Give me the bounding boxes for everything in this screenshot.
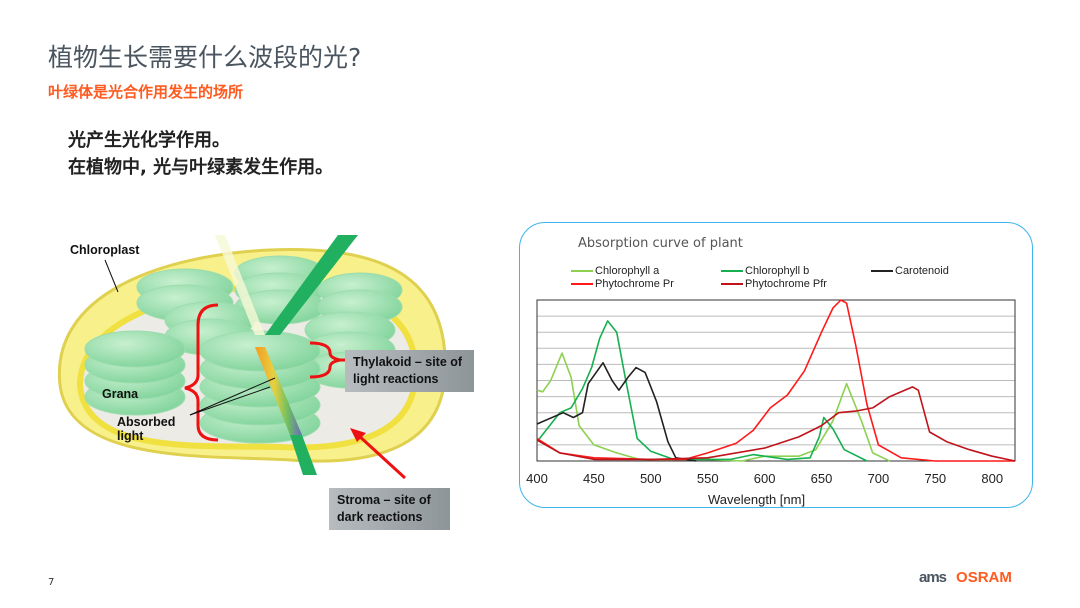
page-number: 7	[48, 577, 55, 588]
slide-title: 植物生长需要什么波段的光?	[48, 43, 362, 72]
x-tick-label: 650	[811, 471, 833, 486]
thylakoid-label: Thylakoid – site of light reactions	[345, 350, 474, 392]
legend-chlorophyll-b: Chlorophyll b	[721, 265, 809, 277]
plot-area	[536, 299, 1016, 462]
series-line-phytochrome-pfr	[536, 386, 1016, 462]
legend-label: Phytochrome Pfr	[745, 278, 827, 290]
x-tick-label: 500	[640, 471, 662, 486]
grana-bracket	[184, 303, 219, 442]
legend-label: Carotenoid	[895, 265, 949, 277]
legend-chlorophyll-a: Chlorophyll a	[571, 265, 659, 277]
ams-osram-logo: ams OSRAM	[919, 569, 1012, 586]
x-tick-label: 450	[583, 471, 605, 486]
stroma-label: Stroma – site of dark reactions	[329, 488, 450, 530]
logo-ams: ams	[919, 569, 947, 586]
logo-osram: OSRAM	[956, 569, 1012, 586]
x-tick-label: 700	[868, 471, 890, 486]
legend-label: Chlorophyll a	[595, 265, 660, 277]
grana-stacks	[84, 255, 403, 444]
chloroplast-label: Chloroplast	[70, 243, 140, 257]
light-beam-icon	[265, 235, 358, 335]
grana-label: Grana	[102, 387, 139, 401]
slide-subtitle: 叶绿体是光合作用发生的场所	[48, 83, 244, 101]
legend-phytochrome-pfr: Phytochrome Pfr	[721, 278, 827, 290]
x-tick-label: 600	[754, 471, 776, 486]
stroma-arrow-icon	[356, 433, 407, 480]
x-axis-label: Wavelength [nm]	[708, 492, 806, 507]
legend-phytochrome-pr: Phytochrome Pr	[571, 278, 674, 290]
body-line-2: 在植物中, 光与叶绿素发生作用。	[68, 157, 334, 178]
absorbed-spectrum	[255, 347, 302, 435]
x-tick-label: 550	[697, 471, 719, 486]
body-line-1: 光产生光化学作用。	[68, 130, 230, 151]
series-line-carotenoid	[536, 362, 697, 462]
x-tick-label: 800	[981, 471, 1003, 486]
legend-label: Phytochrome Pr	[595, 278, 674, 290]
legend-label: Chlorophyll b	[745, 265, 810, 277]
chart-frame	[519, 222, 1033, 508]
series-line-chlorophyll-b	[536, 320, 868, 462]
chart-title: Absorption curve of plant	[578, 236, 743, 251]
x-tick-label: 400	[526, 471, 548, 486]
x-tick-label: 750	[924, 471, 946, 486]
chloroplast-diagram	[57, 235, 447, 480]
legend-carotenoid: Carotenoid	[871, 265, 949, 277]
absorbed-light-label: Absorbed light	[117, 415, 176, 443]
